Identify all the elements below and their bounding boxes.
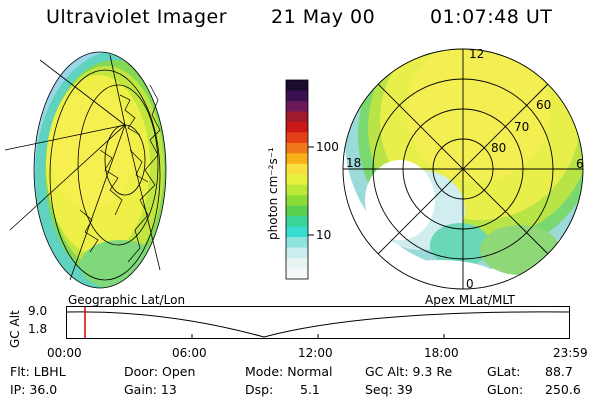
- geographic-label: Geographic Lat/Lon: [68, 293, 186, 307]
- colorbar-band: [286, 132, 308, 144]
- altitude-ytick-bottom: 1.8: [28, 322, 48, 336]
- mlat-label-70: 70: [514, 120, 530, 134]
- colorbar-band: [286, 153, 308, 165]
- colorbar-band: [286, 237, 308, 249]
- colorbar-band: [286, 258, 308, 270]
- colorbar-band: [286, 174, 308, 186]
- colorbar-band: [286, 142, 308, 154]
- mlt-label-6: 6: [576, 157, 584, 171]
- info-seq: Seq: 39: [365, 382, 413, 397]
- info-gain: Gain: 13: [124, 382, 177, 397]
- colorbar-band: [286, 268, 308, 280]
- info-door: Door: Open: [124, 364, 196, 379]
- colorbar-band: [286, 90, 308, 102]
- apex-label: Apex MLat/MLT: [425, 293, 515, 307]
- info-glon-label: GLon:: [487, 382, 524, 397]
- instrument-title: Ultraviolet Imager: [46, 6, 228, 28]
- info-glat-value: 88.7: [545, 364, 573, 379]
- altitude-ytick-top: 9.0: [28, 304, 48, 318]
- mlt-label-18: 18: [346, 156, 362, 170]
- info-dsp-value: 5.1: [300, 382, 320, 397]
- info-glat-label: GLat:: [487, 364, 521, 379]
- colorbar-band: [286, 205, 308, 217]
- mlat-label-60: 60: [536, 98, 552, 112]
- altitude-xtick-0000: 00:00: [47, 346, 82, 360]
- colorbar-band: [286, 247, 308, 259]
- info-flt: Flt: LBHL: [10, 364, 66, 379]
- colorbar-tick-100: 100: [316, 140, 339, 154]
- colorbar-band: [286, 184, 308, 196]
- colorbar-band: [286, 216, 308, 228]
- altitude-xtick-2359: 23:59: [553, 346, 588, 360]
- info-dsp-label: Dsp:: [245, 382, 274, 397]
- colorbar: [285, 79, 314, 280]
- mlt-label-12: 12: [469, 47, 485, 61]
- altitude-plot[interactable]: [66, 306, 574, 340]
- altitude-xtick-0600: 06:00: [172, 346, 207, 360]
- colorbar-band: [286, 195, 308, 207]
- magnetic-polar-plot[interactable]: [330, 40, 600, 292]
- colorbar-band: [286, 226, 308, 238]
- info-glon-value: 250.6: [545, 382, 581, 397]
- mlt-label-0: 0: [466, 277, 474, 291]
- colorbar-band: [286, 111, 308, 123]
- info-ip: IP: 36.0: [10, 382, 58, 397]
- altitude-xtick-1800: 18:00: [424, 346, 459, 360]
- colorbar-band: [286, 163, 308, 175]
- geographic-image[interactable]: [0, 40, 250, 292]
- mlat-label-80: 80: [491, 141, 507, 155]
- time-label: 01:07:48 UT: [430, 6, 553, 28]
- colorbar-band: [286, 121, 308, 133]
- altitude-xtick-1200: 12:00: [298, 346, 333, 360]
- altitude-ylabel: GC Alt: [8, 310, 22, 348]
- colorbar-band: [286, 100, 308, 112]
- colorbar-tick-10: 10: [316, 228, 332, 242]
- colorbar-band: [286, 80, 308, 91]
- date-label: 21 May 00: [271, 6, 376, 28]
- info-mode: Mode: Normal: [245, 364, 333, 379]
- colorbar-unit-label: photon cm⁻²s⁻¹: [266, 147, 280, 240]
- info-gcalt: GC Alt: 9.3 Re: [365, 364, 453, 379]
